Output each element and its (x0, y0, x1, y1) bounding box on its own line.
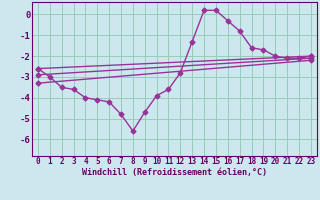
X-axis label: Windchill (Refroidissement éolien,°C): Windchill (Refroidissement éolien,°C) (82, 168, 267, 177)
